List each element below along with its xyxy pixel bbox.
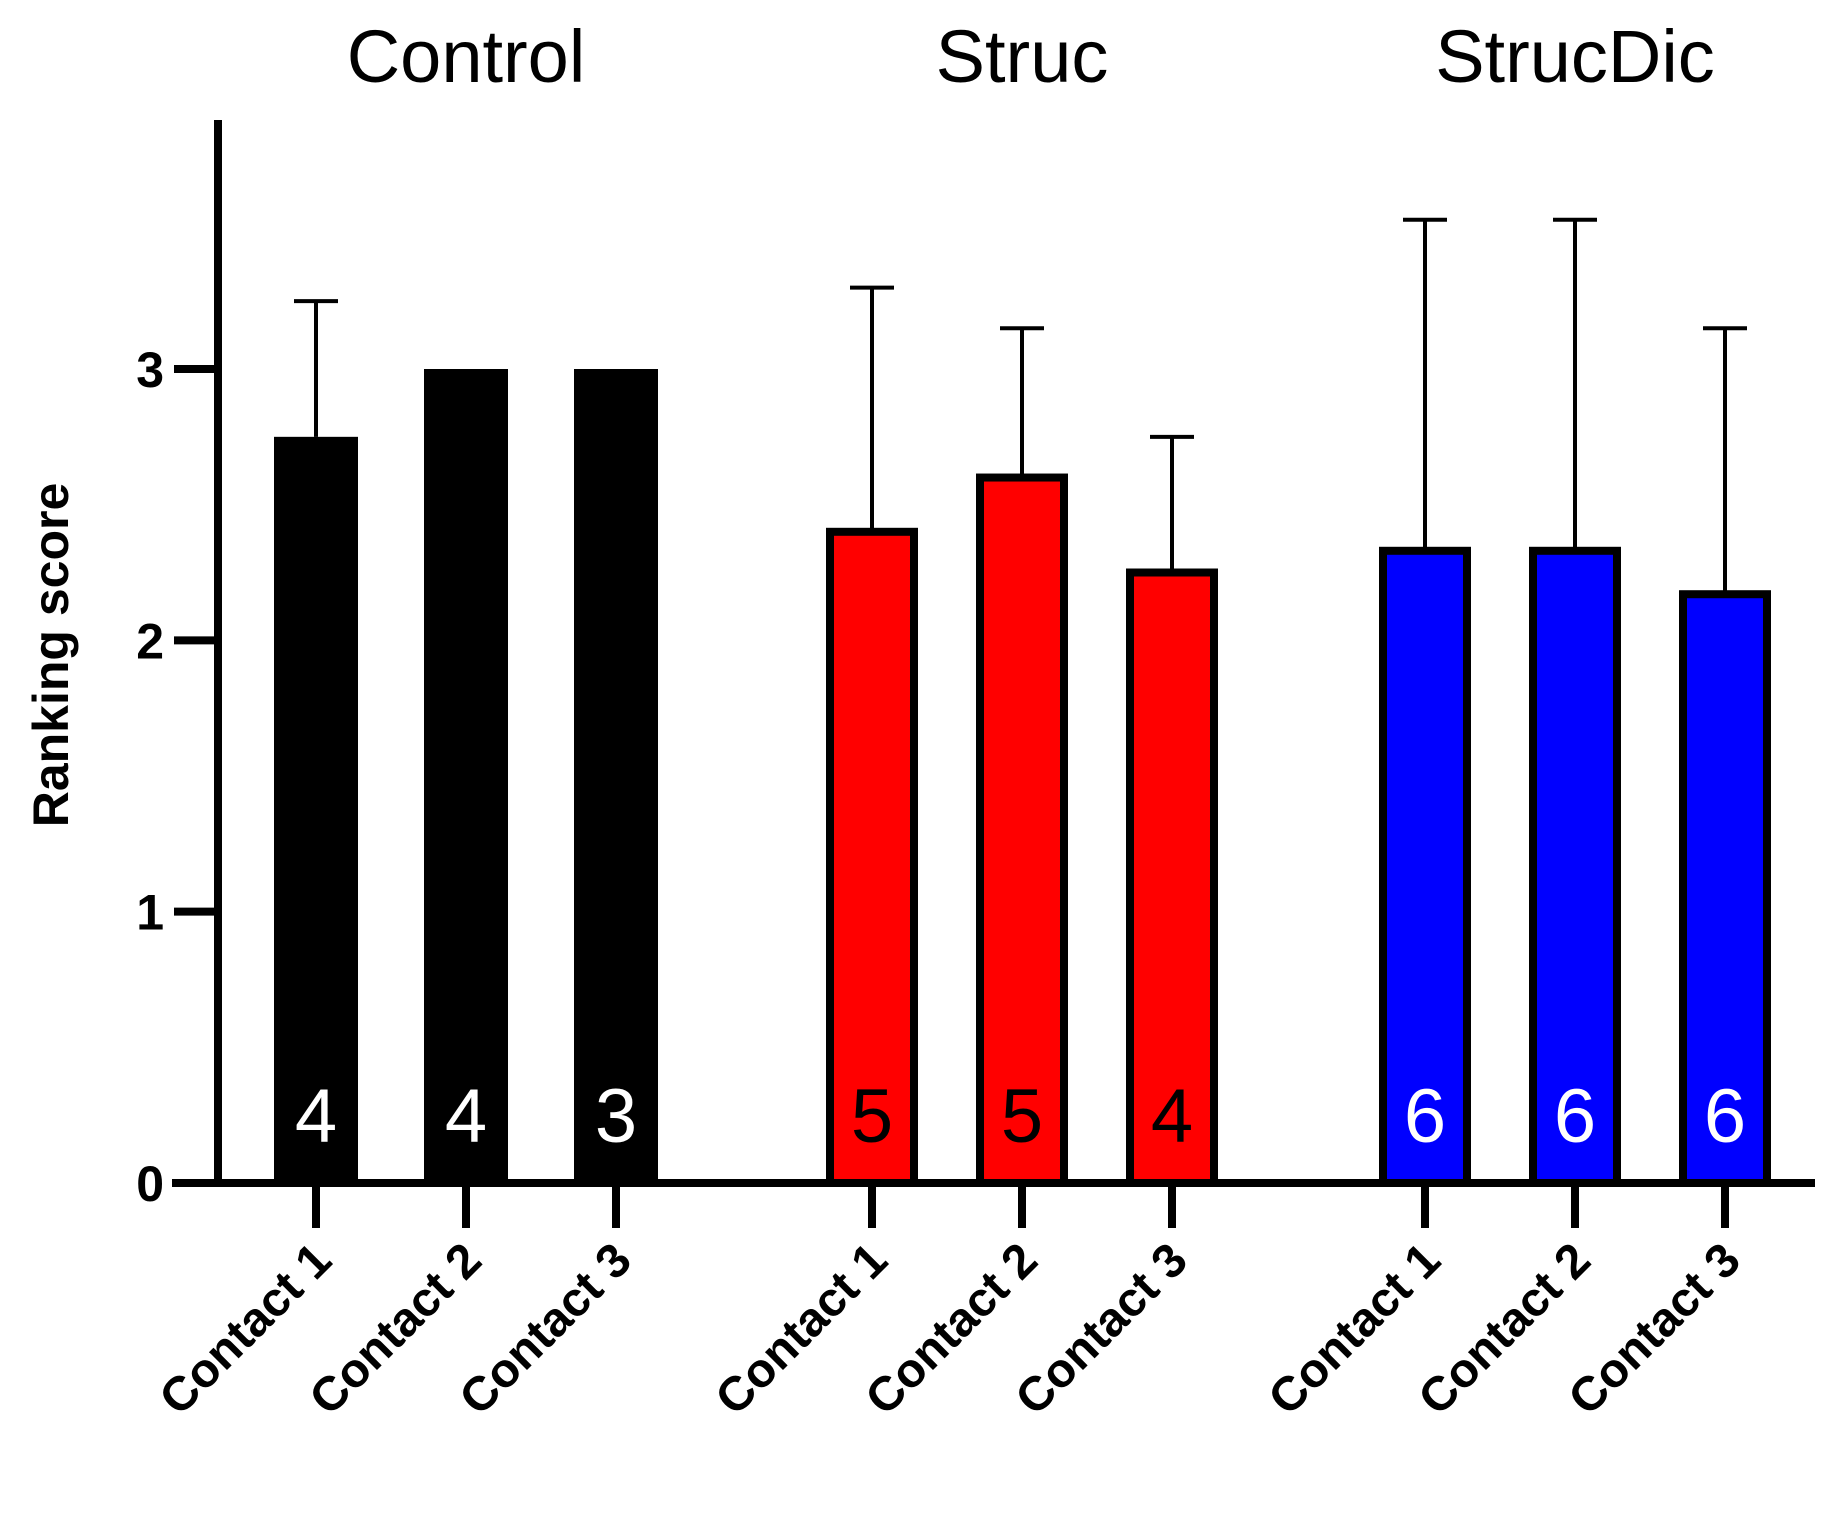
y-tick-label: 2 bbox=[136, 613, 164, 669]
bar-control-contact-3 bbox=[574, 369, 658, 1183]
bar-strucdic-contact-1 bbox=[1379, 546, 1471, 1187]
sample-size-label: 3 bbox=[595, 1074, 637, 1159]
sample-size-label: 5 bbox=[1001, 1074, 1043, 1159]
error-bars bbox=[294, 217, 1747, 595]
y-tick-label: 0 bbox=[136, 1156, 164, 1212]
sample-size-label: 4 bbox=[1151, 1074, 1193, 1159]
y-axis-label: Ranking score bbox=[23, 483, 79, 828]
group-title-strucdic: StrucDic bbox=[1435, 15, 1715, 98]
group-title-struc: Struc bbox=[936, 15, 1109, 98]
bar-strucdic-contact-3 bbox=[1679, 590, 1771, 1187]
sample-size-label: 4 bbox=[295, 1074, 337, 1159]
sample-size-label: 6 bbox=[1554, 1074, 1596, 1159]
group-titles: Control Struc StrucDic bbox=[347, 15, 1715, 98]
y-ticks: 0 1 2 3 bbox=[136, 342, 218, 1212]
sample-size-label: 5 bbox=[851, 1074, 893, 1159]
sample-size-label: 4 bbox=[445, 1074, 487, 1159]
sample-size-label: 6 bbox=[1704, 1074, 1746, 1159]
bars bbox=[274, 369, 1771, 1187]
axes bbox=[172, 120, 1815, 1187]
sample-size-labels: 4 4 3 5 5 4 6 6 6 bbox=[295, 1074, 1746, 1159]
bar-control-contact-1 bbox=[274, 436, 358, 1183]
sample-size-label: 6 bbox=[1404, 1074, 1446, 1159]
bar-control-contact-2 bbox=[424, 369, 508, 1183]
y-tick-label: 1 bbox=[136, 885, 164, 941]
y-tick-label: 3 bbox=[136, 342, 164, 398]
group-title-control: Control bbox=[347, 15, 586, 98]
